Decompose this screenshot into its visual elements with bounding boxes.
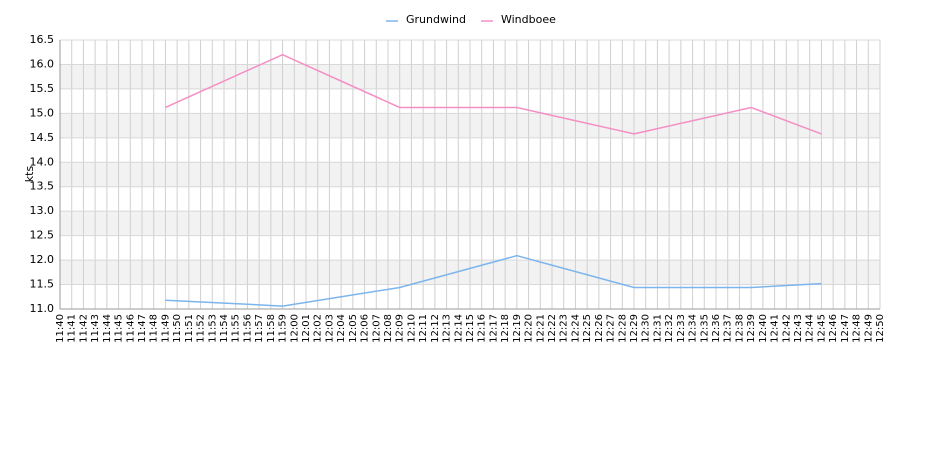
x-tick-label: 12:23: [559, 314, 570, 343]
x-tick-label: 11:59: [278, 314, 289, 343]
x-tick-label: 12:47: [840, 314, 851, 343]
x-tick-label: 12:44: [805, 314, 816, 343]
x-tick-label: 12:26: [594, 314, 605, 343]
x-tick-label: 12:50: [875, 314, 886, 343]
x-tick-label: 12:14: [453, 314, 464, 343]
x-tick-label: 12:27: [606, 314, 617, 343]
x-tick-label: 12:07: [371, 314, 382, 343]
x-tick-label: 11:53: [207, 314, 218, 343]
x-tick-label: 12:36: [711, 314, 722, 343]
y-tick-label: 12.5: [30, 229, 55, 242]
x-tick-label: 11:49: [160, 314, 171, 343]
x-tick-label: 12:04: [336, 314, 347, 343]
x-tick-label: 12:18: [500, 314, 511, 343]
x-tick-label: 12:29: [629, 314, 640, 343]
x-tick-label: 11:48: [149, 314, 160, 343]
x-tick-label: 12:19: [512, 314, 523, 343]
x-tick-label: 12:01: [301, 314, 312, 343]
x-tick-label: 11:43: [90, 314, 101, 343]
x-tick-label: 12:43: [793, 314, 804, 343]
x-tick-label: 12:11: [418, 314, 429, 343]
x-tick-label: 12:12: [430, 314, 441, 343]
x-tick-label: 12:38: [734, 314, 745, 343]
y-axis-label: kts: [23, 166, 36, 183]
x-tick-label: 11:58: [266, 314, 277, 343]
x-tick-label: 11:42: [78, 314, 89, 343]
x-tick-label: 11:44: [102, 314, 113, 343]
x-tick-label: 12:45: [816, 314, 827, 343]
x-tick-label: 12:33: [676, 314, 687, 343]
x-tick-label: 12:46: [828, 314, 839, 343]
x-tick-label: 12:41: [770, 314, 781, 343]
series-line: [165, 254, 822, 307]
x-tick-label: 12:30: [641, 314, 652, 343]
x-tick-label: 12:08: [383, 314, 394, 343]
x-tick-label: 12:49: [863, 314, 874, 343]
x-tick-label: 11:57: [254, 314, 265, 343]
x-tick-label: 12:02: [313, 314, 324, 343]
x-tick-label: 12:31: [652, 314, 663, 343]
x-tick-label: 12:10: [406, 314, 417, 343]
x-tick-label: 12:39: [746, 314, 757, 343]
x-tick-label: 11:41: [67, 314, 78, 343]
x-tick-label: 12:42: [781, 314, 792, 343]
x-tick-label: 12:28: [617, 314, 628, 343]
y-tick-label: 11.5: [30, 278, 55, 291]
x-tick-label: 12:05: [348, 314, 359, 343]
y-tick-label: 13.5: [30, 180, 55, 193]
x-tick-label: 12:48: [852, 314, 863, 343]
series-line: [165, 53, 822, 135]
x-tick-label: 12:21: [535, 314, 546, 343]
x-tick-label: 12:32: [664, 314, 675, 343]
x-tick-label: 11:40: [55, 314, 66, 343]
x-tick-label: 12:37: [723, 314, 734, 343]
x-tick-label: 12:34: [688, 314, 699, 343]
y-tick-label: 12.0: [30, 253, 55, 266]
x-tick-label: 12:15: [465, 314, 476, 343]
y-tick-label: 15.5: [30, 82, 55, 95]
x-tick-label: 12:24: [570, 314, 581, 343]
legend-label: Windboee: [501, 13, 556, 26]
x-tick-label: 12:00: [289, 314, 300, 343]
x-tick-label: 12:35: [699, 314, 710, 343]
x-tick-label: 12:20: [524, 314, 535, 343]
x-tick-label: 11:47: [137, 314, 148, 343]
x-tick-label: 11:54: [219, 314, 230, 343]
x-tick-label: 12:25: [582, 314, 593, 343]
x-tick-label: 12:09: [395, 314, 406, 343]
y-tick-label: 15.0: [30, 106, 55, 119]
x-tick-label: 12:13: [442, 314, 453, 343]
x-tick-label: 11:50: [172, 314, 183, 343]
x-tick-label: 11:45: [114, 314, 125, 343]
legend-label: Grundwind: [406, 13, 466, 26]
x-tick-label: 12:16: [477, 314, 488, 343]
x-tick-label: 11:52: [196, 314, 207, 343]
y-tick-label: 16.0: [30, 57, 55, 70]
y-tick-label: 11.0: [30, 302, 55, 315]
x-tick-label: 11:51: [184, 314, 195, 343]
x-tick-label: 12:03: [324, 314, 335, 343]
x-tick-label: 12:06: [360, 314, 371, 343]
y-tick-label: 14.5: [30, 131, 55, 144]
x-tick-label: 11:56: [242, 314, 253, 343]
x-tick-label: 12:17: [488, 314, 499, 343]
x-tick-label: 11:55: [231, 314, 242, 343]
y-tick-label: 16.5: [30, 33, 55, 46]
y-tick-label: 14.0: [30, 155, 55, 168]
y-tick-label: 13.0: [30, 204, 55, 217]
x-tick-label: 12:40: [758, 314, 769, 343]
x-tick-label: 12:22: [547, 314, 558, 343]
x-tick-label: 11:46: [125, 314, 136, 343]
